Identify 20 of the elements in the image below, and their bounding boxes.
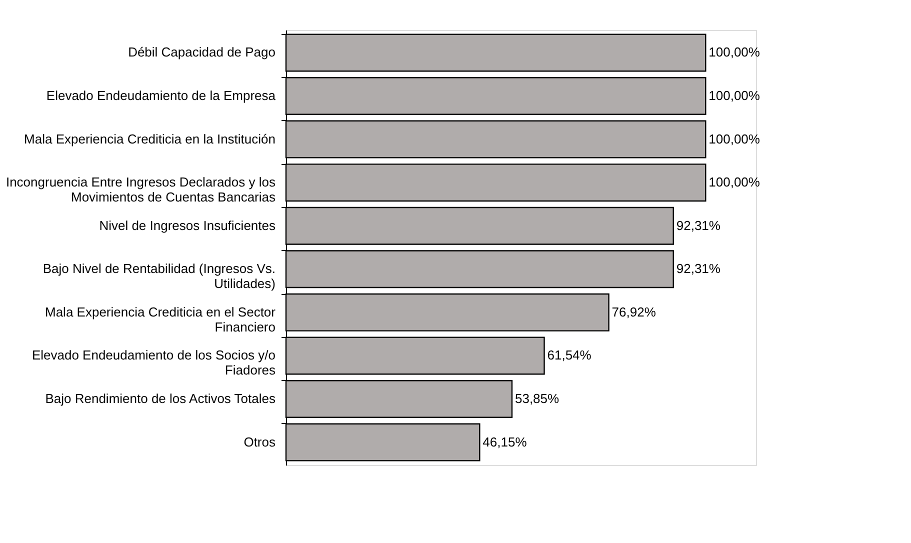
data-label: 92,31%: [676, 218, 721, 233]
y-tick-label: Débil Capacidad de Pago: [128, 44, 276, 60]
y-tick-label: Nivel de Ingresos Insuficientes: [99, 218, 276, 233]
y-tick-label: Bajo Nivel de Rentabilidad (Ingresos Vs. Utilidades): [42, 261, 276, 292]
data-label: 100,00%: [708, 88, 760, 104]
data-label: 76,92%: [612, 304, 656, 320]
data-label: 100,00%: [708, 174, 760, 190]
y-tick-label: Mala Experiencia Crediticia en el Sector Financiero: [45, 304, 276, 334]
y-tick-label: Elevado Endeudamiento de los Socios y/o Fiadores: [32, 348, 276, 378]
data-label: 46,15%: [482, 434, 528, 450]
y-tick-label: Incongruencia Entre Ingresos Declarados y los Movimientos de Cuentas Bancarias: [6, 174, 276, 205]
data-label: 92,31%: [676, 261, 721, 276]
data-label: 100,00%: [708, 131, 760, 146]
data-label: 100,00%: [708, 44, 760, 60]
data-label: 61,54%: [547, 348, 592, 363]
y-tick-label: Elevado Endeudamiento de la Empresa: [46, 88, 276, 104]
y-tick-label: Bajo Rendimiento de los Activos Totales: [45, 390, 276, 406]
y-tick-label: Mala Experiencia Crediticia en la Institución: [24, 131, 276, 146]
data-label: 53,85%: [514, 390, 560, 406]
y-tick-label: Otros: [244, 434, 276, 450]
